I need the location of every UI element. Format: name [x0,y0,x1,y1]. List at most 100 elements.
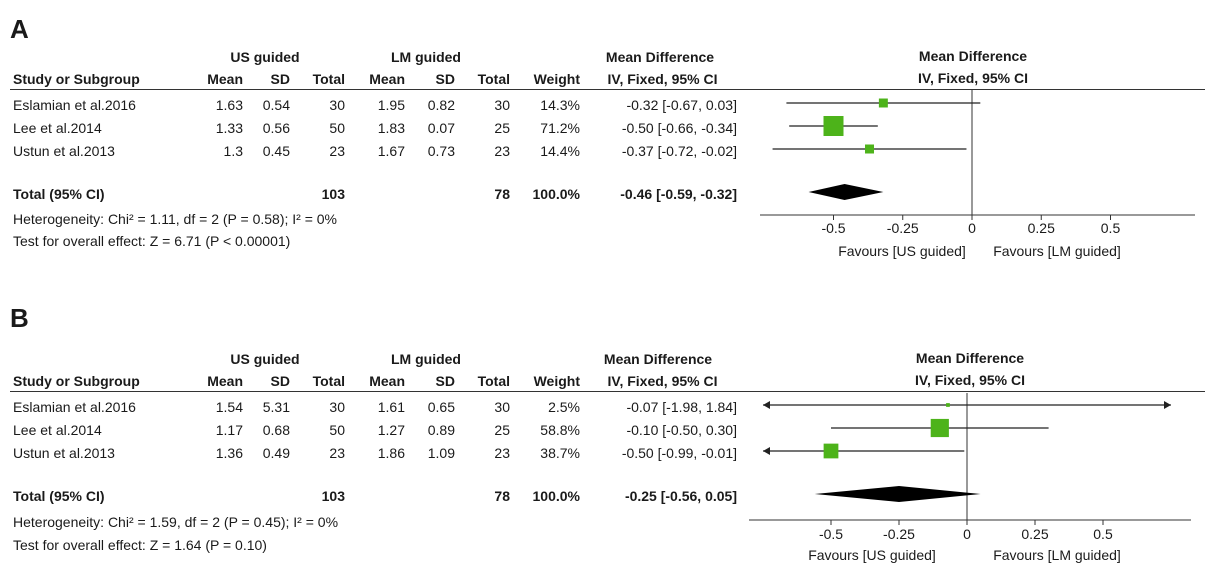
total2-value: 23 [494,445,510,461]
col-weight: Weight [533,71,580,87]
col-mean2: Mean [369,71,405,87]
sd1-value: 0.45 [262,143,290,159]
ci-arrow-right [1164,401,1171,409]
sd2-value: 0.82 [427,97,455,113]
total-label: Total (95% CI) [13,186,105,202]
total1-value: 50 [329,422,345,438]
col-sd1: SD [270,373,290,389]
total-label: Total (95% CI) [13,488,105,504]
ci-value: -0.07 [-1.98, 1.84] [626,399,737,415]
plot-header: Mean Difference [919,48,1027,64]
total1-value: 103 [321,488,345,504]
forest-plot-b: Mean Difference IV, Fixed, 95% CI -0.5 -0… [740,350,1205,563]
favours-left-label: Favours [US guided] [838,243,966,259]
ci-value: -0.37 [-0.72, -0.02] [621,143,737,159]
sd1-value: 0.49 [262,445,290,461]
group1-header: US guided [230,49,300,65]
total2-value: 30 [494,97,510,113]
group2-header: LM guided [391,49,461,65]
ci-value: -0.10 [-0.50, 0.30] [626,422,737,438]
col-total1: Total [312,71,345,87]
sd2-value: 1.09 [427,445,455,461]
plot-header: Mean Difference [916,350,1024,366]
mean2-value: 1.27 [377,422,405,438]
ci-value: -0.50 [-0.66, -0.34] [621,120,737,136]
total1-value: 23 [329,445,345,461]
mean1-value: 1.36 [215,445,243,461]
sd1-value: 0.68 [262,422,290,438]
x-tick-label: 0.25 [1021,526,1048,542]
x-tick-label: -0.5 [819,526,843,542]
pooled-diamond [814,486,981,502]
header-rule [10,89,740,90]
col-sd2: SD [435,71,455,87]
mean2-value: 1.61 [377,399,405,415]
overall-effect-text: Test for overall effect: Z = 6.71 (P < 0… [13,233,291,249]
x-tick-label: 0 [963,526,971,542]
effect-header: Mean Difference [603,351,713,367]
study-name: Ustun et al.2013 [13,143,115,159]
x-tick-label: 0.5 [1101,220,1121,236]
sd1-value: 0.54 [262,97,290,113]
total2-value: 23 [494,143,510,159]
ci-arrow-left [763,401,770,409]
study-marker [946,403,950,407]
study-marker [865,144,875,154]
favours-left-label: Favours [US guided] [808,547,936,563]
forest-plot-panel-b: B US guided LM guided Mean Difference St… [0,303,1205,584]
weight-value: 58.8% [540,422,580,438]
x-tick-label: -0.25 [883,526,915,542]
forest-plot-panel-a: A US guided LM guided Mean Difference St… [0,0,1205,281]
group1-header: US guided [230,351,300,367]
col-total2: Total [477,71,510,87]
total-ci: -0.46 [-0.59, -0.32] [620,186,737,202]
total1-value: 103 [321,186,345,202]
x-tick-label: 0 [968,220,976,236]
total1-value: 30 [329,399,345,415]
col-sd2: SD [435,373,455,389]
total-ci: -0.25 [-0.56, 0.05] [624,488,737,504]
study-name: Lee et al.2014 [13,120,102,136]
study-marker [878,98,888,108]
total-weight: 100.0% [532,488,580,504]
total1-value: 50 [329,120,345,136]
x-tick-label: 0.25 [1028,220,1055,236]
ci-value: -0.50 [-0.99, -0.01] [621,445,737,461]
favours-right-label: Favours [LM guided] [993,243,1121,259]
sd2-value: 0.07 [427,120,455,136]
mean1-value: 1.33 [215,120,243,136]
col-mean1: Mean [207,71,243,87]
panel-label: A [10,14,29,44]
col-mean2: Mean [369,373,405,389]
mean2-value: 1.86 [377,445,405,461]
weight-value: 14.4% [540,143,580,159]
total1-value: 23 [329,143,345,159]
col-mean1: Mean [207,373,243,389]
heterogeneity-text: Heterogeneity: Chi² = 1.59, df = 2 (P = … [13,514,339,530]
x-tick-label: -0.25 [887,220,919,236]
sd2-value: 0.65 [427,399,455,415]
plot-subheader: IV, Fixed, 95% CI [915,372,1025,388]
heterogeneity-text: Heterogeneity: Chi² = 1.11, df = 2 (P = … [13,211,337,227]
total2-value: 30 [494,399,510,415]
mean1-value: 1.3 [223,143,243,159]
mean1-value: 1.54 [215,399,243,415]
mean1-value: 1.17 [215,422,243,438]
total2-value: 78 [494,186,510,202]
x-tick-label: -0.5 [821,220,845,236]
col-ci: IV, Fixed, 95% CI [607,71,718,87]
sd2-value: 0.89 [427,422,455,438]
col-study: Study or Subgroup [13,71,140,87]
total-weight: 100.0% [532,186,580,202]
total2-value: 78 [494,488,510,504]
col-ci: IV, Fixed, 95% CI [607,373,718,389]
study-marker [823,116,844,136]
study-name: Eslamian et al.2016 [13,97,136,113]
sd2-value: 0.73 [427,143,455,159]
mean2-value: 1.67 [377,143,405,159]
total1-value: 30 [329,97,345,113]
weight-value: 2.5% [548,399,580,415]
mean2-value: 1.83 [377,120,405,136]
pooled-diamond [808,184,884,200]
effect-header: Mean Difference [605,49,715,65]
